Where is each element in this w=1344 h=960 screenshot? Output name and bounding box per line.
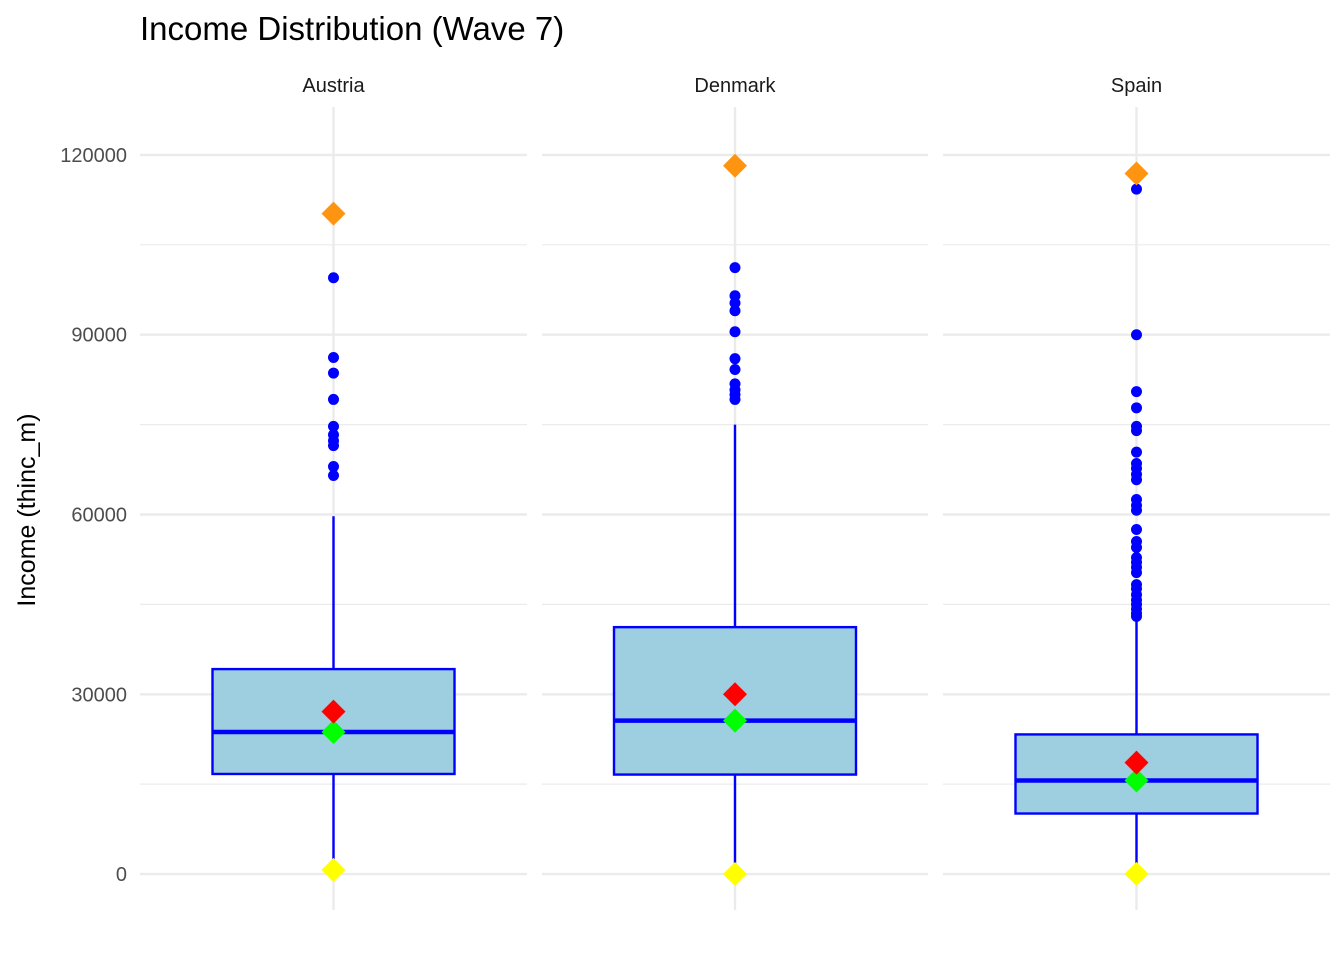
outlier-point [328,393,339,405]
outlier-point [1131,183,1142,195]
y-tick-label: 90000 [71,325,127,347]
y-tick-label: 120000 [60,145,127,167]
mean-marker [723,682,747,707]
outlier-point [729,353,741,365]
outlier-point [1131,523,1142,535]
median-marker [321,720,346,745]
max-marker [723,153,747,178]
outlier-point [1131,535,1142,547]
y-tick-label: 30000 [71,684,127,706]
outlier-point [1131,446,1142,458]
median-marker [1124,768,1149,793]
outlier-point [729,290,741,302]
facet-spain: Spain [943,75,1330,910]
outlier-point [729,363,741,375]
chart-title: Income Distribution (Wave 7) [140,10,564,47]
outlier-point [1131,402,1142,414]
outlier-point [328,367,339,379]
min-marker [321,857,346,882]
mean-marker [1124,750,1149,775]
y-axis-label: Income (thinc_m) [13,413,41,606]
outlier-point [729,326,741,338]
outlier-point [328,429,339,441]
outlier-point [328,351,339,363]
median-marker [723,708,747,733]
outlier-point [1131,420,1142,432]
outlier-point [729,378,741,390]
facet-label: Denmark [694,75,776,97]
outlier-point [1131,494,1142,506]
outlier-point [1131,552,1142,564]
max-marker [1124,161,1149,186]
outlier-point [1131,386,1142,398]
outlier-point [1131,458,1142,470]
facet-denmark: Denmark [542,75,928,910]
facet-label: Spain [1111,75,1162,97]
y-tick-label: 0 [116,864,127,886]
outlier-point [1131,329,1142,341]
mean-marker [321,699,346,724]
outlier-point [729,262,741,274]
outlier-point [328,461,339,473]
facet-panels: Austria Denmark Spain [140,75,1330,910]
y-tick-label: 60000 [71,504,127,526]
y-axis-ticks: 0 30000 60000 90000 120000 [60,145,127,886]
min-marker [723,862,747,887]
outlier-point [729,305,741,317]
facet-austria: Austria [140,75,527,910]
min-marker [1124,862,1149,887]
max-marker [321,201,346,226]
facet-label: Austria [302,75,365,97]
outlier-point [328,420,339,432]
outlier-point [328,470,339,482]
outlier-point [328,272,339,284]
outlier-point [1131,579,1142,591]
